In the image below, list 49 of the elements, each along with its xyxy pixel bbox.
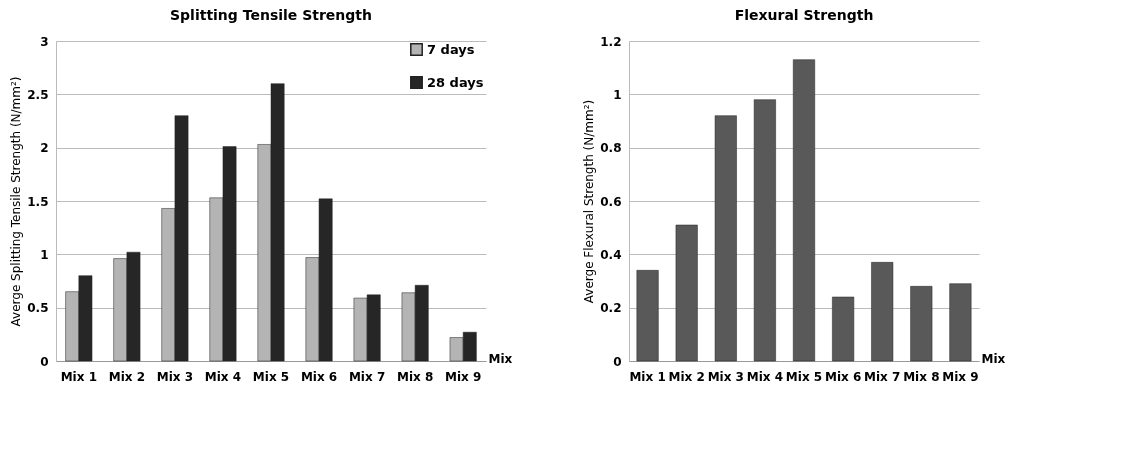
x-tick-label: Mix 7: [348, 369, 386, 384]
bar: [636, 270, 659, 362]
y-tick-label: 0: [40, 354, 49, 369]
x-tick-label: Mix 3: [707, 369, 744, 384]
y-axis-title: Averge Splitting Tensile Strength (N/mm²): [9, 76, 24, 327]
x-tick-label: Mix 6: [300, 369, 338, 384]
y-tick-label: 1.5: [27, 194, 49, 209]
x-tick-label: Mix 3: [156, 369, 194, 384]
x-tick-label: Mix 2: [668, 369, 705, 384]
x-tick-label: Mix 9: [445, 369, 482, 384]
x-tick-label: Mix 4: [204, 369, 242, 384]
x-tick-label: Mix 2: [108, 369, 146, 384]
y-tick-label: 2.5: [27, 87, 49, 102]
bar: [714, 115, 737, 362]
bar: [871, 262, 894, 362]
y-tick-label: 0: [613, 354, 622, 369]
x-tick-label: Mix 8: [396, 369, 434, 384]
y-tick-label: 0.2: [600, 301, 622, 316]
chart-title: Flexural Strength: [734, 7, 874, 23]
bar: [910, 286, 933, 362]
y-tick-label: 1.2: [600, 34, 622, 49]
bar: [793, 59, 815, 362]
x-tick-label: Mix 5: [252, 369, 290, 384]
x-tick-label: Mix 1: [60, 369, 97, 384]
x-tick-label: Mix 7: [864, 369, 901, 384]
x-tick-label: Mix 6: [824, 369, 862, 384]
x-tick-label: Mix 1: [629, 369, 666, 384]
y-tick-label: 3: [40, 34, 49, 49]
y-tick-label: 0.4: [600, 247, 622, 262]
y-axis-title: Averge Flexural Strength (N/mm²): [582, 99, 597, 304]
chart-title: Splitting Tensile Strength: [169, 7, 373, 23]
y-tick-label: 2: [40, 141, 49, 156]
bar: [832, 296, 855, 362]
x-axis-title: Mix: [981, 351, 1006, 366]
legend-label: 7 days: [427, 41, 475, 57]
x-tick-label: Mix 4: [746, 369, 784, 384]
y-tick-label: 0.6: [600, 194, 622, 209]
y-tick-label: 0.8: [600, 141, 622, 156]
legend-label: 28 days: [427, 74, 484, 90]
x-tick-label: Mix 8: [903, 369, 940, 384]
bar: [949, 283, 972, 362]
x-tick-label: Mix 5: [785, 369, 823, 384]
bar: [753, 99, 776, 362]
y-tick-label: 1: [613, 87, 622, 102]
x-axis-title: Mix: [488, 351, 513, 366]
y-tick-label: 1: [40, 247, 49, 262]
x-tick-label: Mix 9: [942, 369, 979, 384]
bar: [675, 224, 698, 362]
y-tick-label: 0.5: [27, 301, 49, 316]
